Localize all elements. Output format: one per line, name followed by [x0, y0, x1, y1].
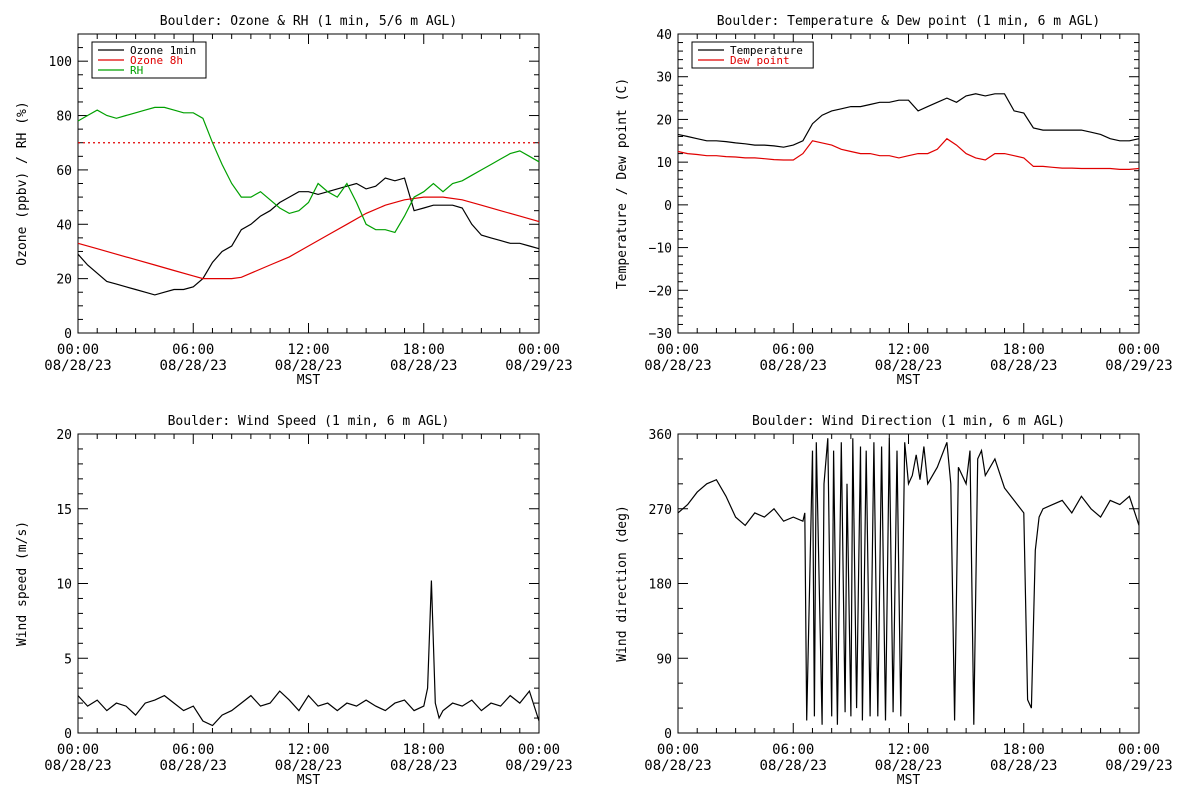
x-tick-date-label: 08/28/23: [760, 358, 827, 374]
y-tick-label: −10: [649, 242, 672, 257]
x-tick-date-label: 08/28/23: [160, 358, 227, 374]
y-tick-label: 0: [64, 327, 72, 342]
x-tick-time-label: 06:00: [172, 742, 214, 758]
chart-panel-1: Boulder: Ozone & RH (1 min, 5/6 m AGL) 0 2…: [15, 14, 573, 388]
y-tick-label: 20: [656, 113, 672, 128]
y-tick-label: 40: [656, 28, 672, 43]
y-tick-label: −20: [649, 284, 672, 299]
x-tick-time-label: 00:00: [657, 342, 699, 358]
x-tick-time-label: 18:00: [403, 742, 445, 758]
series-line-1: [77, 580, 540, 727]
y-tick-label: 360: [649, 428, 672, 443]
chart-title: Boulder: Wind Direction (1 min, 6 m AGL): [752, 414, 1065, 429]
x-tick-time-label: 12:00: [287, 742, 329, 758]
x-tick-date-label: 08/28/23: [275, 358, 342, 374]
y-tick-label: 10: [56, 578, 72, 593]
x-tick-time-label: 12:00: [287, 342, 329, 358]
x-tick-time-label: 12:00: [887, 342, 929, 358]
y-tick-label: 20: [56, 428, 72, 443]
y-tick-label: 270: [649, 503, 672, 518]
series-line-3: [77, 106, 540, 234]
legend-label: Temperature: [730, 44, 803, 57]
chart-title: Boulder: Temperature & Dew point (1 min,…: [717, 14, 1101, 29]
x-tick-time-label: 00:00: [1118, 342, 1160, 358]
series-line-2: [77, 196, 540, 280]
y-tick-label: 30: [656, 71, 672, 86]
x-tick-date-label: 08/28/23: [875, 758, 942, 774]
plot-frame: [677, 33, 1140, 334]
x-tick-date-label: 08/28/23: [760, 758, 827, 774]
x-tick-time-label: 00:00: [57, 342, 99, 358]
series-line-1: [677, 93, 1140, 148]
y-tick-label: 10: [656, 156, 672, 171]
y-axis-label: Wind speed (m/s): [15, 521, 30, 646]
x-tick-date-label: 08/28/23: [390, 358, 457, 374]
x-tick-date-label: 08/29/23: [505, 358, 572, 374]
x-axis-label: MST: [897, 773, 921, 788]
y-tick-label: 40: [56, 218, 72, 233]
chart-panel-3: Boulder: Wind Speed (1 min, 6 m AGL) 0 5 10…: [15, 414, 573, 788]
x-tick-time-label: 00:00: [518, 342, 560, 358]
x-axis-label: MST: [897, 373, 921, 388]
x-tick-time-label: 18:00: [1003, 742, 1045, 758]
y-tick-label: 0: [64, 727, 72, 742]
chart-panel-2: Boulder: Temperature & Dew point (1 min,…: [615, 14, 1173, 388]
x-tick-date-label: 08/28/23: [390, 758, 457, 774]
y-tick-label: 80: [56, 110, 72, 125]
x-tick-date-label: 08/28/23: [990, 358, 1057, 374]
x-tick-time-label: 06:00: [772, 342, 814, 358]
x-axis-label: MST: [297, 373, 321, 388]
plot-frame: [77, 433, 540, 734]
y-tick-label: 15: [56, 503, 72, 518]
y-axis-label: Ozone (ppbv) / RH (%): [15, 101, 30, 265]
x-tick-date-label: 08/28/23: [875, 358, 942, 374]
x-tick-date-label: 08/28/23: [990, 758, 1057, 774]
x-tick-date-label: 08/28/23: [644, 758, 711, 774]
y-tick-label: 0: [664, 199, 672, 214]
x-tick-date-label: 08/29/23: [1105, 358, 1172, 374]
y-tick-label: 0: [664, 727, 672, 742]
x-tick-time-label: 00:00: [657, 742, 699, 758]
y-axis-label: Temperature / Dew point (C): [615, 78, 630, 289]
series-line-1: [77, 177, 540, 296]
plot-frame: [77, 33, 540, 334]
chart-title: Boulder: Wind Speed (1 min, 6 m AGL): [168, 414, 450, 429]
chart-panel-4: Boulder: Wind Direction (1 min, 6 m AGL)…: [615, 414, 1173, 788]
legend-label: RH: [130, 64, 143, 77]
legend-label: Ozone 8h: [130, 54, 183, 67]
x-tick-time-label: 12:00: [887, 742, 929, 758]
legend-label: Ozone 1min: [130, 44, 196, 57]
y-axis-label: Wind direction (deg): [615, 505, 630, 662]
y-tick-label: 5: [64, 652, 72, 667]
y-tick-label: −30: [649, 327, 672, 342]
y-tick-label: 60: [56, 164, 72, 179]
x-axis-label: MST: [297, 773, 321, 788]
y-tick-label: 20: [56, 273, 72, 288]
x-tick-time-label: 00:00: [1118, 742, 1160, 758]
x-tick-time-label: 18:00: [403, 342, 445, 358]
x-tick-time-label: 00:00: [57, 742, 99, 758]
chart-title: Boulder: Ozone & RH (1 min, 5/6 m AGL): [160, 14, 457, 29]
x-tick-time-label: 00:00: [518, 742, 560, 758]
x-tick-date-label: 08/28/23: [160, 758, 227, 774]
x-tick-date-label: 08/29/23: [505, 758, 572, 774]
legend-box: [691, 41, 814, 69]
y-tick-label: 100: [49, 55, 72, 70]
x-tick-time-label: 06:00: [772, 742, 814, 758]
x-tick-date-label: 08/28/23: [44, 758, 111, 774]
legend-label: Dew point: [730, 54, 790, 67]
y-tick-label: 180: [649, 578, 672, 593]
series-line-1: [677, 438, 1140, 725]
x-tick-date-label: 08/29/23: [1105, 758, 1172, 774]
x-tick-date-label: 08/28/23: [44, 358, 111, 374]
x-tick-date-label: 08/28/23: [644, 358, 711, 374]
x-tick-time-label: 06:00: [172, 342, 214, 358]
series-line-2: [677, 137, 1140, 170]
x-tick-time-label: 18:00: [1003, 342, 1045, 358]
x-tick-date-label: 08/28/23: [275, 758, 342, 774]
y-tick-label: 90: [656, 652, 672, 667]
